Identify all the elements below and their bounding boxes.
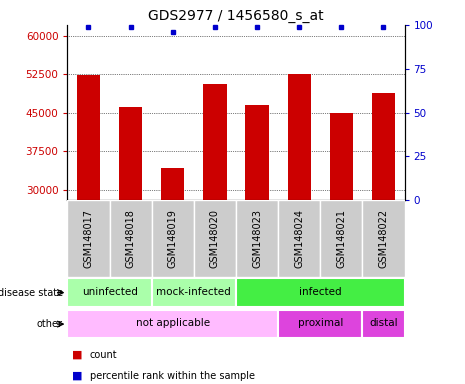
Bar — [330, 113, 353, 344]
Text: GSM148023: GSM148023 — [252, 209, 262, 268]
Text: GSM148020: GSM148020 — [210, 209, 220, 268]
Bar — [194, 200, 236, 277]
Bar — [67, 200, 110, 277]
Bar — [372, 93, 395, 344]
Text: mock-infected: mock-infected — [156, 287, 231, 297]
Bar — [161, 168, 184, 344]
Text: percentile rank within the sample: percentile rank within the sample — [90, 371, 255, 381]
Text: GSM148021: GSM148021 — [336, 209, 346, 268]
Text: not applicable: not applicable — [136, 318, 210, 328]
Bar — [320, 200, 362, 277]
Bar — [119, 106, 142, 344]
Bar — [362, 310, 405, 338]
Bar — [278, 200, 320, 277]
Bar — [67, 310, 278, 338]
Text: ■: ■ — [72, 349, 83, 360]
Bar — [288, 74, 311, 344]
Text: uninfected: uninfected — [82, 287, 138, 297]
Text: proximal: proximal — [298, 318, 343, 328]
Bar — [246, 105, 269, 344]
Bar — [67, 278, 152, 307]
Text: infected: infected — [299, 287, 342, 297]
Bar — [152, 200, 194, 277]
Bar — [152, 278, 236, 307]
Text: GSM148024: GSM148024 — [294, 209, 304, 268]
Bar — [362, 200, 405, 277]
Text: GSM148018: GSM148018 — [126, 209, 136, 268]
Bar — [110, 200, 152, 277]
Text: GSM148019: GSM148019 — [168, 209, 178, 268]
Text: GSM148017: GSM148017 — [84, 209, 93, 268]
Text: distal: distal — [369, 318, 398, 328]
Bar — [236, 200, 278, 277]
Bar — [77, 75, 100, 344]
Bar — [236, 278, 405, 307]
Bar — [203, 84, 226, 344]
Text: count: count — [90, 349, 117, 360]
Text: GSM148022: GSM148022 — [379, 209, 388, 268]
Text: ■: ■ — [72, 371, 83, 381]
Bar — [278, 310, 362, 338]
Text: other: other — [37, 319, 63, 329]
Text: disease state: disease state — [0, 288, 63, 298]
Title: GDS2977 / 1456580_s_at: GDS2977 / 1456580_s_at — [148, 9, 324, 23]
